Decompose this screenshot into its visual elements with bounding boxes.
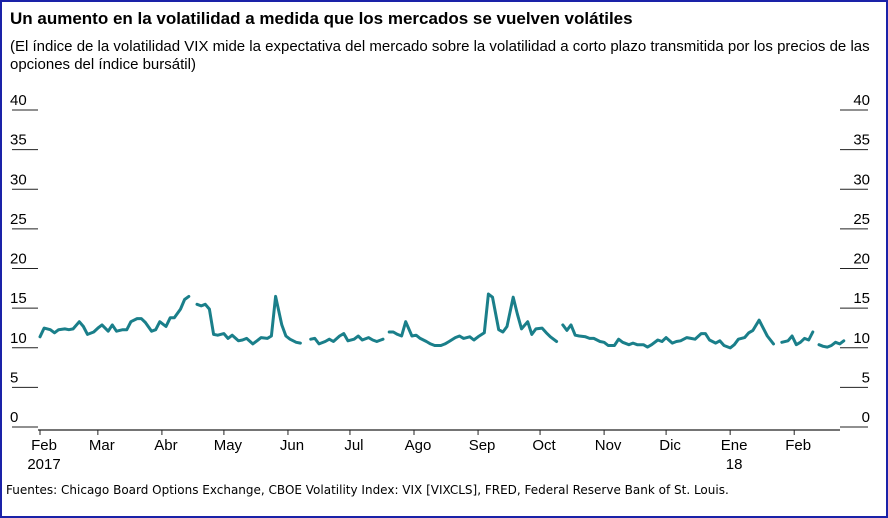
x-tick-label: May: [214, 437, 243, 454]
y-tick-label-left: 30: [10, 171, 27, 188]
x-tick-label: Mar: [89, 437, 115, 454]
vix-series-line: [561, 318, 775, 350]
y-tick-label-right: 40: [853, 92, 870, 109]
y-tick-label-left: 35: [10, 132, 27, 149]
x-tick-label: Dic: [659, 437, 681, 454]
x-tick-label-year: 18: [726, 456, 743, 473]
y-tick-label-left: 10: [10, 330, 27, 347]
y-tick-label-left: 20: [10, 251, 27, 268]
vix-series-line: [195, 294, 302, 346]
y-tick-label-right: 5: [862, 369, 870, 386]
x-tick-label: Sep: [469, 437, 496, 454]
x-tick-label: Ene: [721, 437, 748, 454]
vix-series-line: [817, 339, 846, 349]
source-note: Fuentes: Chicago Board Options Exchange,…: [6, 483, 729, 497]
y-tick-label-right: 10: [853, 330, 870, 347]
y-tick-label-left: 25: [10, 211, 27, 228]
x-tick-label: Feb: [785, 437, 811, 454]
chart-subtitle: (El índice de la volatilidad VIX mide la…: [10, 38, 870, 73]
x-tick-label: Abr: [154, 437, 177, 454]
vix-series-line: [38, 294, 191, 339]
y-tick-label-right: 35: [853, 132, 870, 149]
x-tick-label: Feb: [31, 437, 57, 454]
vix-series-line: [780, 330, 815, 347]
y-tick-label-right: 15: [853, 290, 870, 307]
x-tick-label: Oct: [532, 437, 556, 454]
y-tick-label-right: 25: [853, 211, 870, 228]
chart-title: Un aumento en la volatilidad a medida qu…: [10, 9, 633, 28]
x-tick-label: Jun: [280, 437, 304, 454]
vix-series-line: [309, 332, 385, 346]
y-tick-label-left: 40: [10, 92, 27, 109]
y-tick-label-left: 5: [10, 369, 18, 386]
y-tick-label-left: 15: [10, 290, 27, 307]
x-tick-label-year: 2017: [27, 456, 60, 473]
y-tick-label-right: 30: [853, 171, 870, 188]
y-tick-label-right: 20: [853, 251, 870, 268]
y-tick-label-left: 0: [10, 409, 18, 426]
y-tick-label-right: 0: [862, 409, 870, 426]
x-tick-label: Nov: [595, 437, 622, 454]
x-tick-label: Ago: [405, 437, 432, 454]
x-tick-label: Jul: [344, 437, 363, 454]
vix-series-line: [387, 292, 559, 347]
